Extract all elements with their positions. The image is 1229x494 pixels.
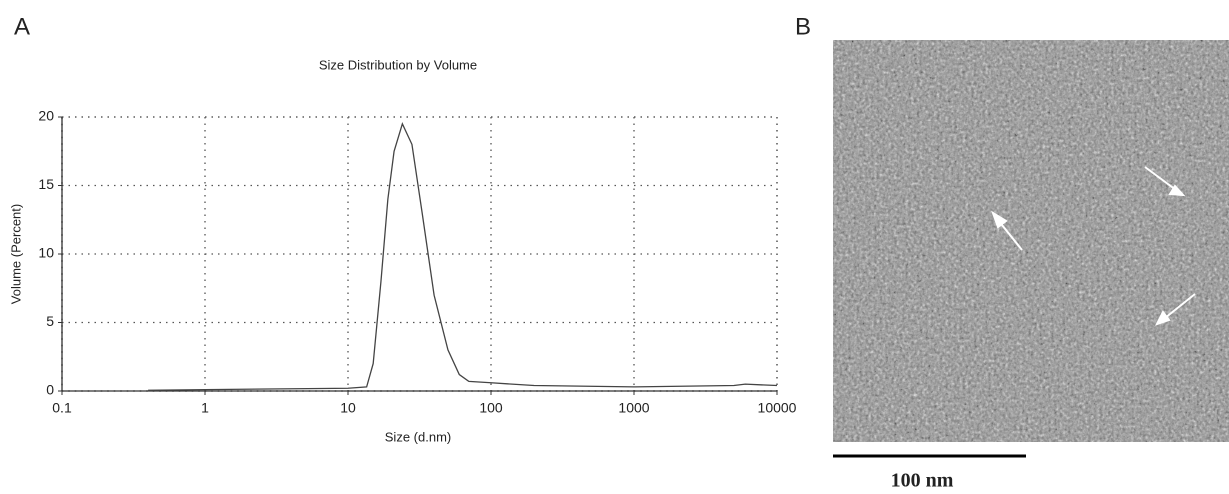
y-tick-label: 15 [38,176,54,192]
y-axis-label: Volume (Percent) [8,204,23,304]
plot: 0 5 10 15 20 0.1 1 10 100 1000 10000 [38,108,796,416]
x-tick-label: 10000 [758,400,797,416]
y-tick-label: 10 [38,245,54,261]
y-tick-label: 20 [38,108,54,124]
tem-image [833,40,1229,442]
y-tick-label: 5 [46,313,54,329]
chart-title: Size Distribution by Volume [319,57,477,72]
arrows [991,166,1196,326]
x-axis-label: Size (d.nm) [385,429,451,444]
panel-label: B [795,13,811,40]
x-tick-label: 1000 [618,400,649,416]
scale-bar-label: 100 nm [891,470,954,492]
panel-label: A [14,13,30,40]
x-tick-label: 10 [340,400,356,416]
image-texture [833,40,1229,442]
x-tick-label: 100 [479,400,503,416]
data-line [148,122,778,391]
x-tick-label: 1 [201,400,209,416]
x-tick-label: 0.1 [52,400,72,416]
y-tick-label: 0 [46,382,54,398]
